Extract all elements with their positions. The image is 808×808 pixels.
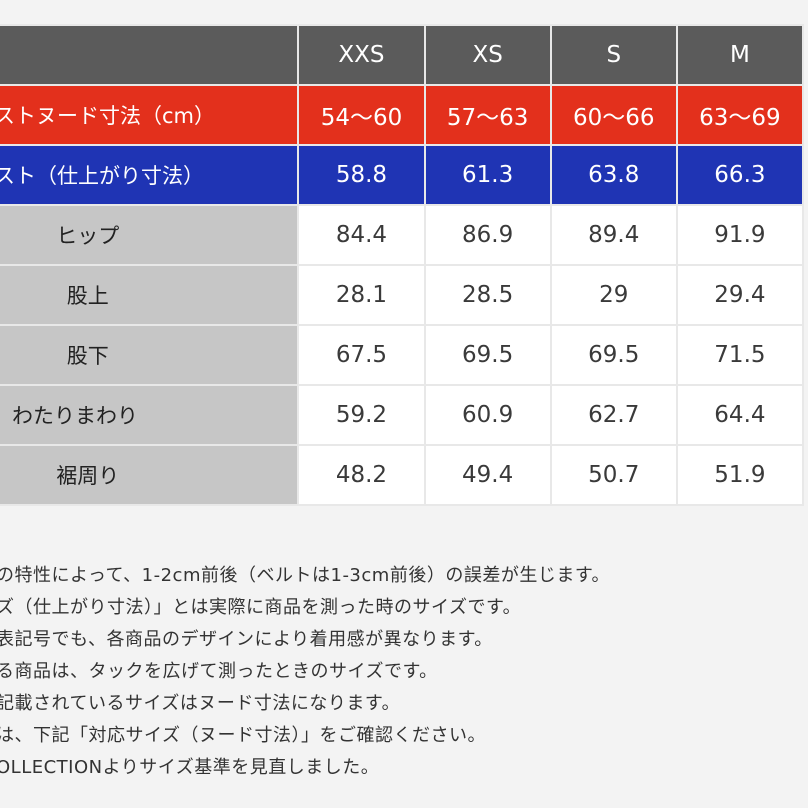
table-cell: 63〜69 bbox=[675, 84, 805, 146]
size-column-header: XS bbox=[423, 24, 552, 86]
table-cell: 69.5 bbox=[423, 324, 552, 386]
table-row-hem: 裾周り 48.2 49.4 50.7 51.9 bbox=[0, 444, 805, 506]
table-cell: 54〜60 bbox=[297, 84, 426, 146]
table-cell: 29.4 bbox=[675, 264, 805, 326]
table-cell: 62.7 bbox=[549, 384, 678, 446]
note-line: ズ（仕上がり寸法）」とは実際に商品を測った時のサイズです。 bbox=[0, 597, 522, 618]
table-cell: 91.9 bbox=[675, 204, 805, 266]
table-row-finished-bust: スト（仕上がり寸法） 58.8 61.3 63.8 66.3 bbox=[0, 144, 805, 206]
table-cell: 86.9 bbox=[423, 204, 552, 266]
table-cell: 49.4 bbox=[423, 444, 552, 506]
size-table: XXS XS S M ストヌード寸法（cm） 54〜60 57〜63 60〜66… bbox=[0, 24, 805, 506]
note-line: 記載されているサイズはヌード寸法になります。 bbox=[0, 693, 401, 714]
size-column-header: M bbox=[675, 24, 805, 86]
table-cell: 57〜63 bbox=[423, 84, 552, 146]
size-column-header: S bbox=[549, 24, 678, 86]
table-cell: 48.2 bbox=[297, 444, 426, 506]
table-row-thigh: わたりまわり 59.2 60.9 62.7 64.4 bbox=[0, 384, 805, 446]
table-cell: 28.5 bbox=[423, 264, 552, 326]
table-cell: 84.4 bbox=[297, 204, 426, 266]
row-label: スト（仕上がり寸法） bbox=[0, 144, 300, 206]
table-cell: 64.4 bbox=[675, 384, 805, 446]
row-label: ヒップ bbox=[0, 204, 300, 266]
row-label: 股下 bbox=[0, 324, 300, 386]
table-cell: 29 bbox=[549, 264, 678, 326]
table-header-row: XXS XS S M bbox=[0, 24, 805, 86]
table-cell: 61.3 bbox=[423, 144, 552, 206]
table-cell: 60〜66 bbox=[549, 84, 678, 146]
note-line: OLLECTIONよりサイズ基準を見直しました。 bbox=[0, 757, 380, 778]
row-label: 裾周り bbox=[0, 444, 300, 506]
table-cell: 59.2 bbox=[297, 384, 426, 446]
note-line: 表記号でも、各商品のデザインにより着用感が異なります。 bbox=[0, 629, 493, 650]
table-cell: 51.9 bbox=[675, 444, 805, 506]
table-cell: 28.1 bbox=[297, 264, 426, 326]
table-row-hip: ヒップ 84.4 86.9 89.4 91.9 bbox=[0, 204, 805, 266]
table-cell: 89.4 bbox=[549, 204, 678, 266]
table-cell: 71.5 bbox=[675, 324, 805, 386]
row-label: 股上 bbox=[0, 264, 300, 326]
table-cell: 50.7 bbox=[549, 444, 678, 506]
note-line: の特性によって、1-2cm前後（ベルトは1-3cm前後）の誤差が生じます。 bbox=[0, 565, 611, 586]
size-column-header: XXS bbox=[297, 24, 426, 86]
table-cell: 66.3 bbox=[675, 144, 805, 206]
table-cell: 58.8 bbox=[297, 144, 426, 206]
table-cell: 67.5 bbox=[297, 324, 426, 386]
table-row-nude-bust: ストヌード寸法（cm） 54〜60 57〜63 60〜66 63〜69 bbox=[0, 84, 805, 146]
row-label: わたりまわり bbox=[0, 384, 300, 446]
notes-block: の特性によって、1-2cm前後（ベルトは1-3cm前後）の誤差が生じます。 ズ（… bbox=[0, 560, 808, 784]
table-cell: 63.8 bbox=[549, 144, 678, 206]
table-cell: 60.9 bbox=[423, 384, 552, 446]
table-row-inseam: 股下 67.5 69.5 69.5 71.5 bbox=[0, 324, 805, 386]
note-line: は、下記「対応サイズ（ヌード寸法）」をご確認ください。 bbox=[0, 725, 486, 746]
header-blank-cell bbox=[0, 24, 300, 86]
row-label: ストヌード寸法（cm） bbox=[0, 84, 300, 146]
table-row-rise: 股上 28.1 28.5 29 29.4 bbox=[0, 264, 805, 326]
note-line: る商品は、タックを広げて測ったときのサイズです。 bbox=[0, 661, 438, 682]
table-cell: 69.5 bbox=[549, 324, 678, 386]
